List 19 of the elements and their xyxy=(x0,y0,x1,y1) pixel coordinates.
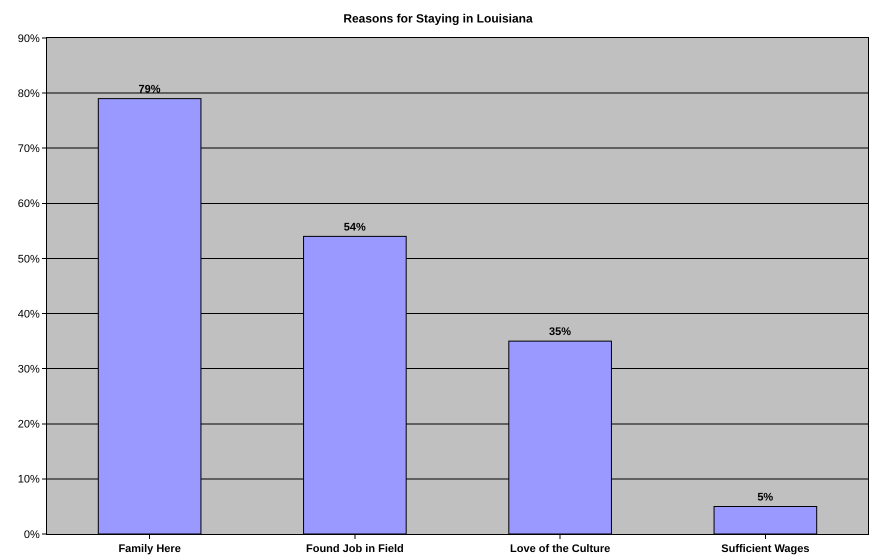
x-tick-label: Found Job in Field xyxy=(306,543,404,556)
y-tick-label: 0% xyxy=(24,528,40,541)
chart-title: Reasons for Staying in Louisiana xyxy=(343,11,534,26)
data-label: 5% xyxy=(757,491,774,504)
y-tick-label: 90% xyxy=(18,32,40,45)
y-tick-label: 80% xyxy=(18,88,40,100)
y-tick-label: 50% xyxy=(18,253,40,266)
y-tick-label: 40% xyxy=(18,308,40,320)
x-tick-label: Love of the Culture xyxy=(510,543,610,556)
data-label: 54% xyxy=(344,221,366,234)
y-tick-label: 70% xyxy=(18,143,40,156)
y-tick-label: 10% xyxy=(18,474,40,486)
data-label: 35% xyxy=(549,326,572,338)
y-tick-label: 20% xyxy=(18,418,40,431)
x-tick-label: Sufficient Wages xyxy=(721,543,810,556)
data-label: 79% xyxy=(138,84,161,96)
y-tick-label: 30% xyxy=(18,364,40,376)
y-tick-label: 60% xyxy=(18,198,40,210)
x-tick-label: Family Here xyxy=(118,543,181,556)
